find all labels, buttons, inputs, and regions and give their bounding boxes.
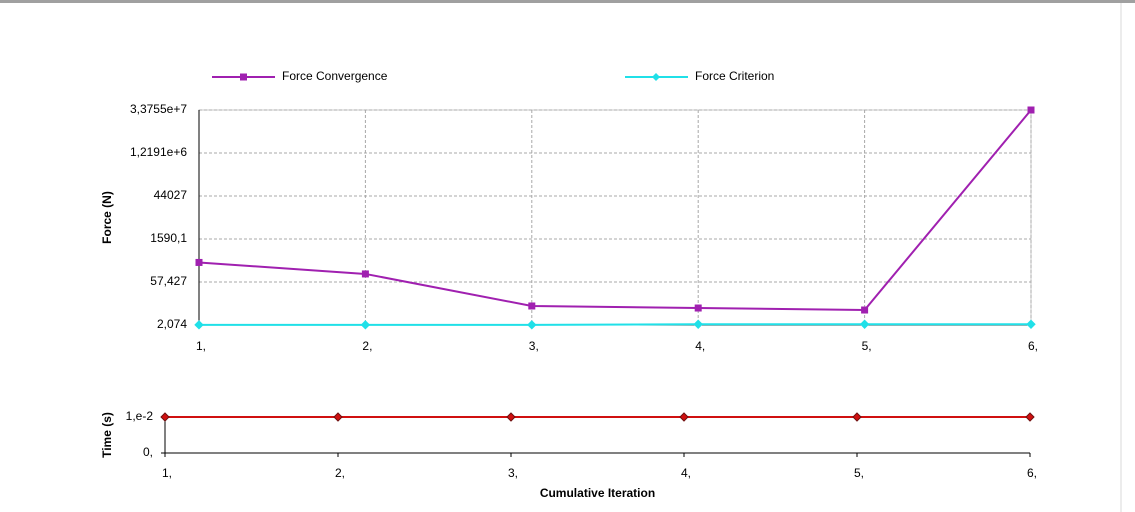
y-tick-label: 57,427 (150, 274, 187, 288)
point-marker (693, 319, 703, 329)
y-axis-title: Time (s) (100, 412, 114, 458)
x-tick-label: 3, (529, 339, 539, 353)
y-tick-label: 1,2191e+6 (130, 145, 187, 159)
x-tick-label: 2, (362, 339, 372, 353)
series-line (198, 109, 1032, 312)
point-marker (527, 320, 537, 330)
point-marker (861, 306, 869, 314)
point-marker (506, 412, 516, 422)
point-marker (333, 412, 343, 422)
x-tick-label: 6, (1027, 466, 1037, 480)
point-marker (195, 258, 203, 266)
point-marker (194, 320, 204, 330)
point-marker (859, 319, 870, 329)
point-marker (360, 320, 371, 330)
x-tick-label: 6, (1028, 339, 1038, 353)
plot-frame (198, 109, 1032, 326)
point-marker (160, 412, 170, 422)
point-marker (694, 304, 702, 312)
x-tick-label: 4, (695, 339, 705, 353)
window-top-border (0, 0, 1135, 3)
point-marker (679, 412, 689, 422)
x-tick-label: 5, (862, 339, 872, 353)
x-tick-label: 1, (162, 466, 172, 480)
legend-marker (240, 73, 247, 81)
legend-label: Force Convergence (282, 69, 388, 83)
x-tick-label: 3, (508, 466, 518, 480)
point-marker (528, 302, 536, 310)
point-marker (1027, 106, 1035, 114)
x-tick-label: 4, (681, 466, 691, 480)
y-tick-label: 2,074 (157, 317, 187, 331)
x-tick-label: 5, (854, 466, 864, 480)
point-marker (1025, 412, 1035, 422)
x-tick-label: 2, (335, 466, 345, 480)
x-axis-title: Cumulative Iteration (540, 486, 655, 500)
point-marker (361, 270, 369, 278)
y-tick-label: 44027 (154, 188, 188, 202)
y-tick-label: 1,e-2 (126, 409, 154, 423)
legend-label: Force Criterion (695, 69, 774, 83)
point-marker (852, 412, 862, 422)
y-tick-label: 3,3755e+7 (130, 102, 187, 116)
x-tick-label: 1, (196, 339, 206, 353)
y-axis-title: Force (N) (100, 191, 114, 244)
y-tick-label: 1590,1 (150, 231, 187, 245)
series-line (199, 323, 1031, 326)
point-marker (1026, 319, 1036, 329)
y-tick-label: 0, (143, 445, 153, 459)
legend-marker (652, 73, 660, 81)
